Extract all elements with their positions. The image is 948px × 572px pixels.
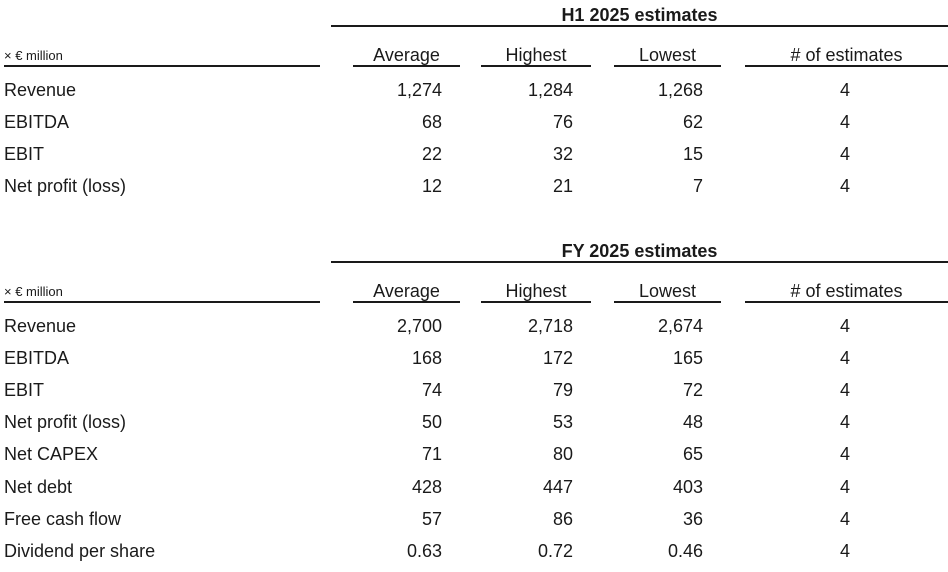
value-average: 12 xyxy=(421,176,442,196)
header-rule xyxy=(481,301,591,303)
header-rule xyxy=(481,65,591,67)
header-average: Average xyxy=(373,45,440,65)
row-label: Dividend per share xyxy=(4,541,156,561)
value-lowest: 1,268 xyxy=(657,80,703,100)
value-highest: 79 xyxy=(552,380,573,400)
header-highest: Highest xyxy=(505,281,567,301)
section-title-rule xyxy=(331,25,948,27)
value-lowest: 0.46 xyxy=(667,541,703,561)
unit-rule xyxy=(4,301,320,303)
value-average: 74 xyxy=(421,380,442,400)
value-highest: 0.72 xyxy=(537,541,573,561)
table-row: EBIT 22 32 15 4 xyxy=(0,143,948,175)
table-row: Net CAPEX 71 80 65 4 xyxy=(0,443,948,475)
header-lowest: Lowest xyxy=(638,45,697,65)
row-label: Revenue xyxy=(4,80,77,100)
value-count: 4 xyxy=(839,348,850,368)
header-rule xyxy=(745,301,948,303)
value-average: 1,274 xyxy=(396,80,442,100)
value-highest: 80 xyxy=(552,444,573,464)
row-label: EBITDA xyxy=(4,348,70,368)
value-count: 4 xyxy=(839,509,850,529)
header-lowest: Lowest xyxy=(638,281,697,301)
table-row: EBITDA 68 76 62 4 xyxy=(0,111,948,143)
value-lowest: 36 xyxy=(682,509,703,529)
value-count: 4 xyxy=(839,112,850,132)
header-count: # of estimates xyxy=(790,45,903,65)
value-average: 68 xyxy=(421,112,442,132)
value-average: 22 xyxy=(421,144,442,164)
value-highest: 447 xyxy=(542,477,573,497)
row-label: EBIT xyxy=(4,380,45,400)
value-lowest: 2,674 xyxy=(657,316,703,336)
row-label: Revenue xyxy=(4,316,77,336)
value-average: 57 xyxy=(421,509,442,529)
value-count: 4 xyxy=(839,477,850,497)
value-lowest: 165 xyxy=(672,348,703,368)
value-lowest: 62 xyxy=(682,112,703,132)
header-rule xyxy=(745,65,948,67)
value-highest: 2,718 xyxy=(527,316,573,336)
table-row: Dividend per share 0.63 0.72 0.46 4 xyxy=(0,540,948,572)
unit-label: × € million xyxy=(4,284,63,299)
value-lowest: 403 xyxy=(672,477,703,497)
header-rule xyxy=(614,65,721,67)
value-count: 4 xyxy=(839,412,850,432)
value-highest: 1,284 xyxy=(527,80,573,100)
value-lowest: 7 xyxy=(692,176,703,196)
value-count: 4 xyxy=(839,316,850,336)
unit-rule xyxy=(4,65,320,67)
value-highest: 32 xyxy=(552,144,573,164)
value-average: 168 xyxy=(411,348,442,368)
header-average: Average xyxy=(373,281,440,301)
table-row: Revenue 2,700 2,718 2,674 4 xyxy=(0,315,948,347)
table-row: Net debt 428 447 403 4 xyxy=(0,476,948,508)
value-count: 4 xyxy=(839,444,850,464)
value-lowest: 15 xyxy=(682,144,703,164)
value-count: 4 xyxy=(839,80,850,100)
row-label: EBIT xyxy=(4,144,45,164)
value-highest: 21 xyxy=(552,176,573,196)
value-highest: 76 xyxy=(552,112,573,132)
table-row: Net profit (loss) 12 21 7 4 xyxy=(0,175,948,207)
header-rule xyxy=(614,301,721,303)
row-label: Net profit (loss) xyxy=(4,412,127,432)
value-lowest: 48 xyxy=(682,412,703,432)
value-average: 0.63 xyxy=(406,541,442,561)
value-count: 4 xyxy=(839,541,850,561)
table-row: EBITDA 168 172 165 4 xyxy=(0,347,948,379)
section-title: FY 2025 estimates xyxy=(561,241,718,261)
value-count: 4 xyxy=(839,380,850,400)
value-average: 2,700 xyxy=(396,316,442,336)
row-label: Free cash flow xyxy=(4,509,122,529)
header-rule xyxy=(353,301,460,303)
value-highest: 172 xyxy=(542,348,573,368)
value-count: 4 xyxy=(839,176,850,196)
table-row: Net profit (loss) 50 53 48 4 xyxy=(0,411,948,443)
header-count: # of estimates xyxy=(790,281,903,301)
header-highest: Highest xyxy=(505,45,567,65)
header-rule xyxy=(353,65,460,67)
row-label: Net profit (loss) xyxy=(4,176,127,196)
row-label: Net debt xyxy=(4,477,73,497)
row-label: EBITDA xyxy=(4,112,70,132)
value-count: 4 xyxy=(839,144,850,164)
value-highest: 53 xyxy=(552,412,573,432)
section-title-rule xyxy=(331,261,948,263)
table-row: Revenue 1,274 1,284 1,268 4 xyxy=(0,79,948,111)
section-title: H1 2025 estimates xyxy=(561,5,718,25)
value-lowest: 72 xyxy=(682,380,703,400)
table-row: EBIT 74 79 72 4 xyxy=(0,379,948,411)
value-highest: 86 xyxy=(552,509,573,529)
row-label: Net CAPEX xyxy=(4,444,99,464)
value-average: 50 xyxy=(421,412,442,432)
table-row: Free cash flow 57 86 36 4 xyxy=(0,508,948,540)
value-lowest: 65 xyxy=(682,444,703,464)
unit-label: × € million xyxy=(4,48,63,63)
value-average: 428 xyxy=(411,477,442,497)
value-average: 71 xyxy=(421,444,442,464)
